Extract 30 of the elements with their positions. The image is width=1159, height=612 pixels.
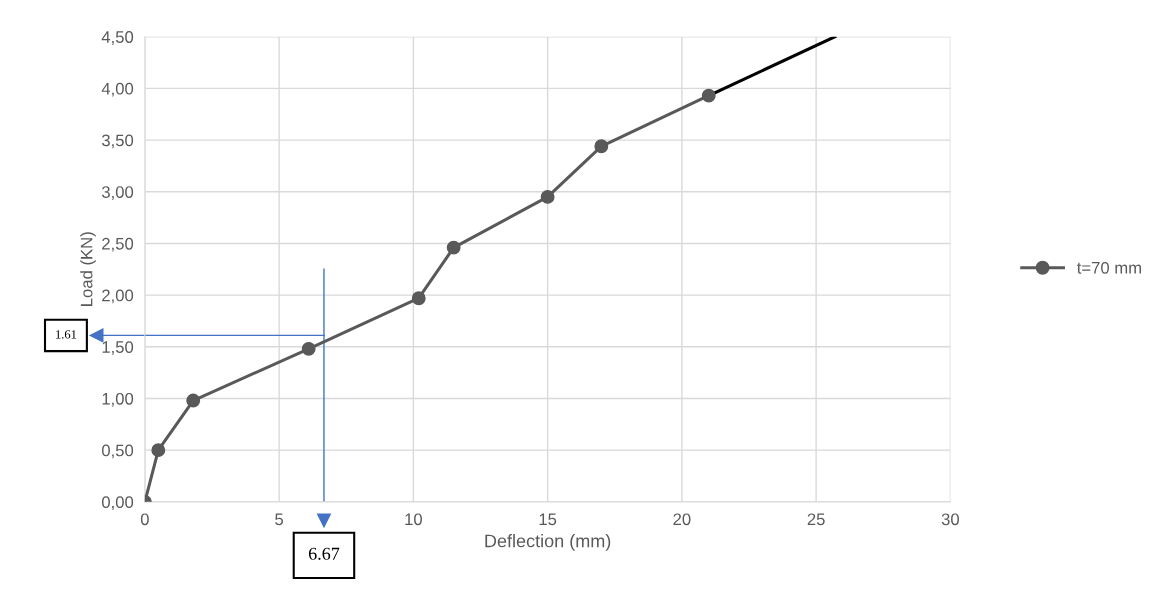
point — [151, 443, 166, 458]
y-tick-label: 1,00 — [102, 392, 134, 407]
x-tick-label: 30 — [941, 513, 959, 526]
ref-line-label: 1.61 — [56, 330, 77, 339]
y-tick-label: 1,50 — [102, 341, 134, 355]
y-tick-label: 4,50 — [101, 31, 134, 45]
y-tick-label: 3,00 — [101, 186, 134, 200]
y-tick-label: 0,00 — [101, 496, 134, 511]
x-axis-title: Deflection (mm) — [485, 534, 611, 551]
ref-line-label: 6.67 — [308, 547, 340, 560]
point — [446, 240, 461, 255]
y-axis-title: Load (KN) — [80, 232, 96, 306]
y-tick-label: 2,50 — [102, 237, 134, 252]
y-tick-label: 4,00 — [101, 82, 134, 97]
point — [701, 88, 716, 103]
legend-label: t=70 mm — [1077, 261, 1141, 274]
y-tick-label: 0,50 — [101, 444, 134, 459]
x-tick-label: 25 — [807, 513, 825, 526]
point — [540, 189, 555, 204]
y-tick-label: 3,50 — [101, 134, 134, 149]
y-tick-label: 2,00 — [102, 289, 134, 304]
x-tick-label: 20 — [673, 513, 691, 526]
x-tick-label: 10 — [405, 513, 422, 526]
x-tick-label: 5 — [275, 513, 284, 526]
point — [594, 139, 609, 154]
point — [301, 341, 316, 356]
x-tick-label: 15 — [539, 513, 557, 526]
point — [186, 393, 201, 408]
x-tick-label: 0 — [140, 513, 149, 526]
point — [411, 291, 426, 306]
